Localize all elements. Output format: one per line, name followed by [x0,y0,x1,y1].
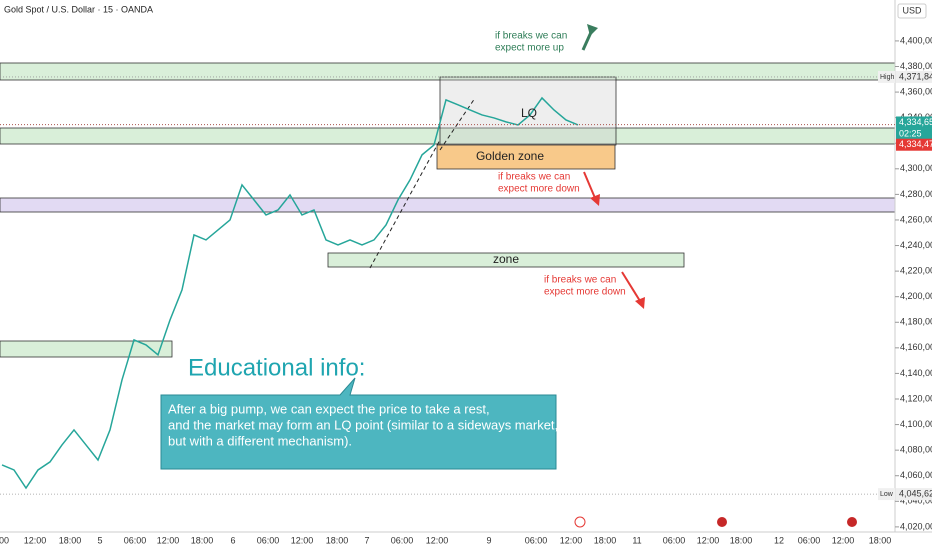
lq-label: LQ [521,106,537,120]
y-tick-label: 4,240,000 [900,240,932,250]
currency: USD [902,5,922,15]
arrow-head [587,24,598,36]
y-tick-label: 4,400,000 [900,35,932,45]
event-icons [574,516,857,528]
price-tag [896,488,932,501]
zones [0,62,896,358]
price-tag-name-box [878,70,895,83]
y-tick-label: 4,140,000 [900,368,932,378]
price-tag-name-box [878,488,895,501]
countdown: 02:25 [899,128,922,138]
edu-text: After a big pump, we can expect the pric… [168,401,490,416]
zone-label: zone [493,252,519,266]
y-tick-label: 4,260,000 [900,214,932,224]
x-tick-label: 6 [230,535,235,545]
price-tag-label: 4,334,475 [899,139,932,149]
x-tick-label: 11 [632,535,641,545]
y-tick-label: 4,360,000 [900,86,932,96]
price-tag-name: Low [880,491,894,498]
y-tick-label: 4,220,000 [900,265,932,275]
arrows [581,24,645,309]
zone-box [0,197,896,213]
arrow-head [590,194,600,206]
x-tick-label: 06:00 [525,535,548,545]
lq-box [439,76,617,146]
annotation: expect more up [495,43,564,54]
currency-box[interactable] [897,3,927,19]
price-axis [895,0,932,550]
x-tick-label: 18:00 [869,535,892,545]
annotation: if breaks we can [495,31,567,42]
golden-box [436,144,616,170]
x-tick-label: 12:00 [24,535,47,545]
event-icon [574,516,586,528]
y-tick-label: 4,180,000 [900,317,932,327]
x-tick-label: 18:00 [594,535,617,545]
price-tag-label: 4,371,840 [899,71,932,81]
callout [160,377,557,470]
x-tick-label: 12:00 [832,535,855,545]
y-tick-label: 4,280,000 [900,189,932,199]
price-tag-name: High [880,74,895,81]
price-tag [896,116,932,129]
edu-text: and the market may form an LQ point (sim… [168,417,558,432]
x-tick-label: 06:00 [391,535,414,545]
price-tag [896,138,932,151]
y-tick-label: 4,040,000 [900,496,932,506]
trend-line [439,97,476,151]
price-tag [896,70,932,83]
zone-box [0,340,173,358]
y-tick-label: 4,060,000 [900,470,932,480]
countdown-box [896,128,932,140]
annotation: expect more down [498,184,580,195]
edu-text: but with a different mechanism). [168,433,352,448]
event-icon [847,517,857,527]
y-tick-label: 4,200,000 [900,291,932,301]
x-tick-label: 06:00 [798,535,821,545]
x-tick-label: 12:00 [560,535,583,545]
x-tick-label: 18:00 [59,535,82,545]
arrow [583,171,596,199]
x-tick-label: 12:00 [157,535,180,545]
y-tick-label: 4,120,000 [900,393,932,403]
trend-line [369,139,441,269]
event-icon [717,517,727,527]
x-tick-label: 18:00 [191,535,214,545]
x-tick-label: 18:00 [326,535,349,545]
x-tick-label: 9 [486,535,491,545]
edu-title: Educational info: [188,354,365,381]
annotation: if breaks we can [498,172,570,183]
x-tick-label: 18:00 [730,535,753,545]
y-tick-label: 4,160,000 [900,342,932,352]
x-tick-label: 06:00 [124,535,147,545]
x-tick-label: 12:00 [291,535,314,545]
arrow-head [635,297,645,309]
y-tick-label: 4,300,000 [900,163,932,173]
annotation: expect more down [544,287,626,298]
x-tick-label: 00 [0,535,9,545]
chart-title: Gold Spot / U.S. Dollar · 15 · OANDA [4,4,153,14]
x-tick-label: 12:00 [697,535,720,545]
zone-box [327,252,685,268]
arrow [621,271,641,302]
price-line [1,96,579,490]
price-series [1,96,579,490]
price-tag-label: 4,334,656 [899,117,932,127]
y-tick-label: 4,380,000 [900,61,932,71]
price-tag-label: 4,045,620 [899,488,932,498]
y-tick-label: 4,100,000 [900,419,932,429]
x-tick-label: 06:00 [257,535,280,545]
y-tick-label: 4,020,000 [900,521,932,531]
golden-zone-label: Golden zone [476,149,544,163]
y-tick-label: 4,080,000 [900,445,932,455]
x-tick-label: 12 [774,535,784,545]
x-tick-label: 5 [97,535,102,545]
annotation: if breaks we can [544,275,616,286]
x-tick-label: 06:00 [663,535,686,545]
annotations: if breaks we can expect more up if break… [160,31,626,470]
x-tick-label: 7 [364,535,369,545]
x-tick-label: 12:00 [426,535,449,545]
